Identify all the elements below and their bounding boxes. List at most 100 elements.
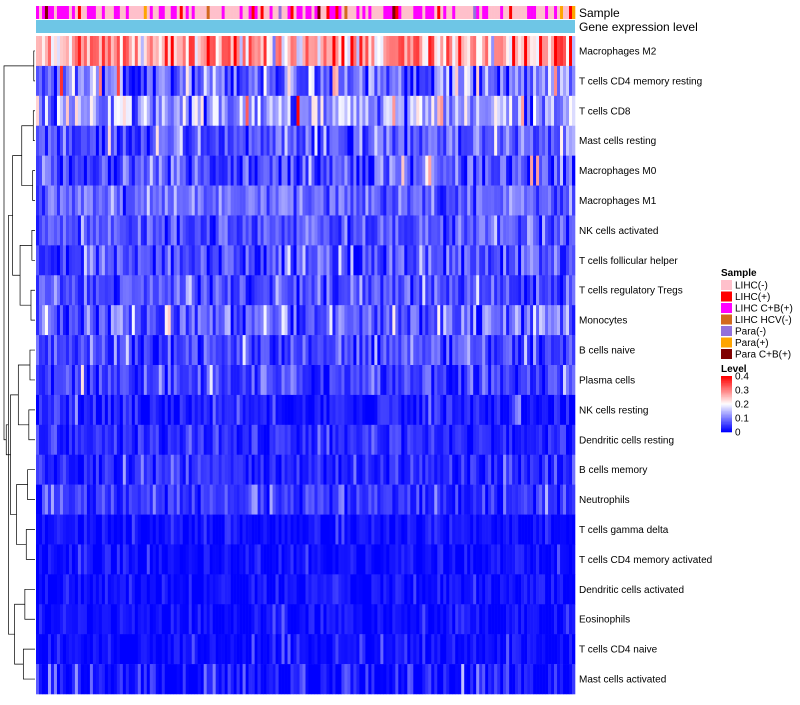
heatmap-cell [179, 335, 184, 366]
heatmap-cell [476, 484, 480, 515]
heatmap-cell [566, 454, 570, 485]
heatmap-cell [455, 454, 459, 485]
heatmap-cell [542, 394, 546, 426]
heatmap-cell [110, 664, 115, 695]
heatmap-cell [320, 36, 324, 67]
heatmap-cell [197, 634, 201, 665]
heatmap-cell [209, 424, 213, 456]
heatmap-cell [383, 604, 387, 635]
heatmap-cell [236, 36, 240, 67]
heatmap-cell [491, 125, 495, 156]
heatmap-cell [56, 305, 61, 336]
heatmap-cell [221, 574, 225, 605]
heatmap-cell [437, 245, 441, 276]
heatmap-cell [245, 664, 249, 695]
heatmap-cell [65, 514, 70, 545]
heatmap-cell [500, 604, 504, 635]
dendrogram-branch [19, 245, 32, 306]
heatmap-cell [71, 305, 76, 336]
heatmap-cell [227, 634, 231, 665]
heatmap-cell [83, 245, 88, 276]
heatmap-cell [440, 185, 444, 216]
heatmap-cell [119, 514, 124, 545]
heatmap-cell [275, 424, 279, 456]
heatmap-cell [86, 544, 91, 575]
heatmap-cell [383, 394, 387, 426]
heatmap-cell [36, 634, 40, 665]
heatmap-cell [239, 424, 243, 456]
heatmap-cell [62, 125, 67, 156]
heatmap-cell [92, 514, 97, 545]
heatmap-cell [134, 305, 139, 336]
heatmap-cell [476, 365, 480, 396]
heatmap-cell [350, 185, 354, 216]
heatmap-cell [185, 245, 190, 276]
heatmap-cell [137, 394, 142, 426]
heatmap-cell [290, 424, 294, 456]
heatmap-cell [347, 604, 351, 635]
heatmap-cell [137, 365, 142, 396]
heatmap-cell [92, 544, 97, 575]
heatmap-cell [323, 215, 327, 246]
heatmap-cell [506, 275, 510, 306]
heatmap-cell [488, 65, 492, 97]
heatmap-cell [242, 245, 246, 276]
heatmap-cell [491, 65, 495, 97]
heatmap-cell [512, 604, 516, 635]
heatmap-cell [146, 664, 151, 695]
heatmap-cell [38, 215, 43, 246]
heatmap-cell [113, 424, 118, 456]
heatmap-cell [113, 95, 118, 127]
heatmap-cell [122, 65, 127, 97]
heatmap-cell [179, 305, 184, 336]
heatmap-cell [362, 275, 366, 306]
heatmap-cell [197, 65, 201, 97]
heatmap-cell [332, 454, 336, 485]
heatmap-cell [491, 454, 495, 485]
heatmap-cell [269, 365, 273, 396]
heatmap-cell [38, 245, 43, 276]
sample-annotation-cell [98, 6, 103, 19]
heatmap-cell [275, 335, 279, 366]
sample-annotation-cell [479, 6, 483, 19]
heatmap-cell [248, 155, 252, 186]
heatmap-cell [377, 484, 381, 515]
heatmap-cell [224, 394, 228, 426]
heatmap-cell [152, 574, 157, 605]
heatmap-cell [113, 335, 118, 366]
heatmap-cell [437, 365, 441, 396]
heatmap-cell [404, 155, 408, 186]
heatmap-cell [479, 335, 483, 366]
heatmap-cell [557, 664, 561, 695]
heatmap-cell [299, 245, 303, 276]
heatmap-cell [422, 185, 426, 216]
heatmap-cell [74, 155, 79, 186]
heatmap-cell [344, 574, 348, 605]
heatmap-cell [353, 484, 357, 515]
heatmap-cell [302, 514, 306, 545]
heatmap-cell [221, 245, 225, 276]
heatmap-cell [413, 275, 417, 306]
heatmap-cell [512, 514, 516, 545]
heatmap-cell [317, 365, 321, 396]
heatmap-cell [383, 484, 387, 515]
heatmap-cell [461, 514, 465, 545]
heatmap-cell [68, 335, 73, 366]
heatmap-cell [482, 245, 486, 276]
heatmap-cell [368, 65, 372, 97]
heatmap-cell [518, 664, 522, 695]
heatmap-cell [86, 305, 91, 336]
heatmap-cell [404, 574, 408, 605]
heatmap-cell [536, 305, 540, 336]
heatmap-cell [326, 664, 330, 695]
heatmap-cell [65, 454, 70, 485]
heatmap-cell [314, 95, 318, 127]
heatmap-cell [152, 185, 157, 216]
heatmap-cell [452, 484, 456, 515]
sample-annotation-cell [203, 6, 207, 19]
heatmap-cell [227, 664, 231, 695]
heatmap-cell [350, 604, 354, 635]
heatmap-cell [359, 95, 363, 127]
heatmap-cell [332, 365, 336, 396]
heatmap-cell [530, 604, 534, 635]
